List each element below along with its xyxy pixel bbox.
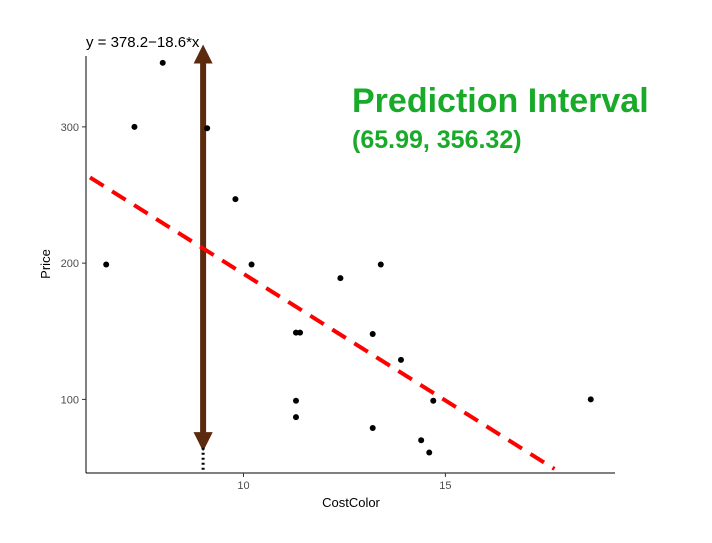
- regression-line: [88, 175, 556, 471]
- data-point: [337, 275, 344, 282]
- data-point: [426, 449, 433, 456]
- prediction-interval-title: Prediction Interval: [352, 82, 649, 120]
- data-point: [369, 331, 376, 337]
- data-point: [377, 261, 384, 268]
- data-point: [292, 414, 299, 421]
- x-tick-label: 15: [439, 480, 451, 492]
- prediction-interval-values: (65.99, 356.32): [352, 126, 522, 154]
- data-point: [397, 356, 404, 363]
- data-point: [369, 425, 376, 432]
- plot-area: [88, 44, 594, 473]
- data-point: [232, 196, 239, 203]
- data-point: [297, 329, 304, 336]
- x-axis-title: CostColor: [322, 495, 380, 510]
- y-tick-label: 300: [61, 122, 79, 134]
- data-point: [103, 261, 110, 268]
- regression-equation: y = 378.2−18.6*x: [86, 34, 200, 51]
- x-ticks: 10 15: [237, 473, 452, 492]
- data-point: [587, 396, 594, 403]
- data-point: [418, 437, 425, 444]
- y-tick-label: 100: [61, 394, 79, 406]
- y-tick-label: 200: [61, 258, 79, 270]
- regression-line-path: [88, 175, 556, 471]
- data-point: [204, 125, 211, 132]
- data-point: [248, 261, 255, 268]
- data-point: [292, 397, 299, 404]
- y-ticks: 100 200 300: [61, 122, 86, 406]
- data-point: [430, 397, 437, 404]
- y-axis-title: Price: [38, 249, 53, 279]
- data-point: [159, 59, 166, 66]
- data-points: [103, 59, 594, 456]
- x-tick-label: 10: [237, 480, 249, 492]
- data-point: [131, 123, 138, 130]
